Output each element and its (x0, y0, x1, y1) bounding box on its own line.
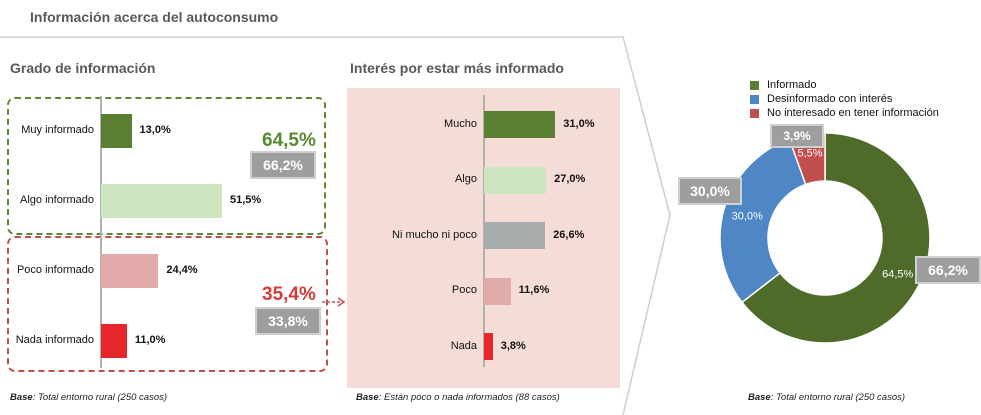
left-axis (100, 96, 102, 368)
legend-item-uninformed-interested: Desinformado con interés (750, 93, 892, 105)
bar-label-poco: Poco (451, 284, 477, 296)
bar-value-poco: 11,6% (518, 284, 550, 296)
bar-value-poco-informado: 24,4% (166, 264, 198, 276)
legend-item-informed: Informado (750, 79, 817, 91)
bar-value-nada: 3,8% (500, 339, 526, 352)
bar-label-poco-informado: Poco informado (16, 264, 94, 276)
legend-item-not-interested: No interesado en tener información (750, 107, 939, 119)
bar-label-algo: Algo (454, 173, 477, 185)
informed-total: 64,5% (262, 130, 316, 151)
middle-base-note: Base: Están poco o nada informados (88 c… (356, 392, 560, 403)
bar-poco (484, 277, 511, 305)
bar-label-mucho: Mucho (443, 117, 477, 130)
bar-value-algo: 27,0% (554, 173, 586, 185)
bar-nada (484, 333, 493, 360)
bar-label-muy-informado: Muy informado (21, 124, 94, 136)
middle-axis (483, 95, 485, 367)
legend-swatch-not-interested (750, 108, 759, 118)
bar-algo (484, 166, 547, 194)
left-base-note: Base: Total entorno rural (250 casos) (10, 392, 168, 403)
bar-label-ni-mucho-ni-poco: Ni mucho ni poco (392, 228, 477, 241)
uninformed-prev-badge: 33,8% (255, 307, 321, 335)
uninformed-interested-prev-badge: 30,0% (678, 177, 742, 205)
bar-algo-informado (101, 184, 223, 218)
left-chart-title: Grado de información (10, 60, 156, 76)
informed-prev-badge: 66,2% (250, 151, 316, 179)
bar-value-ni-mucho-ni-poco: 26,6% (553, 228, 585, 241)
bar-label-algo-informado: Algo informado (20, 194, 94, 206)
bar-poco-informado (101, 254, 159, 288)
bar-value-algo-informado: 51,5% (230, 194, 262, 206)
informed-prev-badge-right: 66,2% (915, 256, 981, 284)
bar-value-muy-informado: 13,0% (139, 124, 171, 136)
not-interested-prev-badge: 3,9% (770, 124, 824, 148)
bar-muy-informado (101, 114, 132, 148)
bar-label-nada: Nada (450, 339, 477, 352)
bar-value-nada-informado: 11,0% (134, 334, 166, 346)
bar-value-mucho: 31,0% (563, 117, 595, 130)
bar-nada-informado (101, 324, 127, 358)
page-title: Información acerca del autoconsumo (30, 9, 279, 25)
middle-chart-title: Interés por estar más informado (350, 60, 564, 76)
bar-mucho (484, 111, 556, 138)
uninformed-total: 35,4% (262, 284, 316, 305)
donut-label-not-interested: 5,5% (798, 147, 823, 159)
donut-label-informed: 64,5% (882, 269, 913, 281)
bar-label-nada-informado: Nada informado (15, 334, 94, 346)
legend-swatch-informed (750, 80, 759, 90)
donut-chart: 64,5% 30,0% 5,5% (719, 132, 931, 344)
right-base-note: Base: Total entorno rural (250 casos) (748, 392, 906, 403)
legend-swatch-uninformed-interested (750, 94, 759, 104)
informed-group-box (7, 97, 326, 235)
arrow-icon (322, 297, 346, 307)
uninformed-group-box (7, 236, 328, 372)
donut-label-uninformed-interested: 30,0% (732, 210, 763, 222)
bar-ni-mucho-ni-poco (484, 222, 546, 249)
donut-slice-informed (740, 132, 931, 344)
